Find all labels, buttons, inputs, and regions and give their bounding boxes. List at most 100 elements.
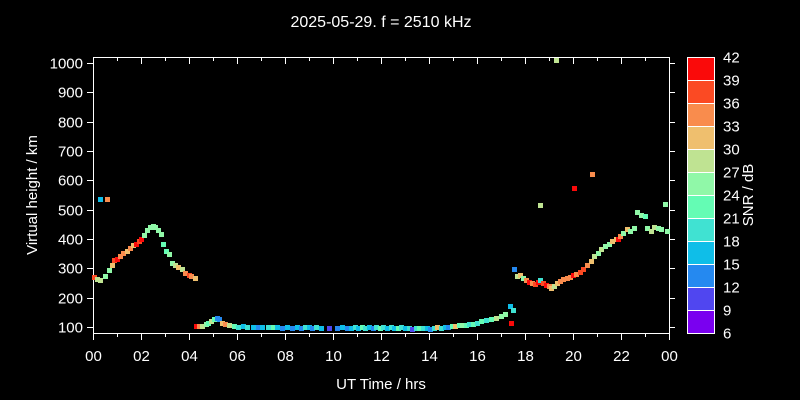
data-point bbox=[639, 213, 644, 218]
y-axis-tick-label: 900 bbox=[58, 85, 83, 102]
x-axis-tick-label: 18 bbox=[517, 348, 534, 365]
data-point bbox=[392, 326, 397, 331]
data-point bbox=[256, 325, 261, 330]
colorbar-tick-label: 21 bbox=[723, 211, 740, 228]
data-point bbox=[571, 273, 576, 278]
data-point bbox=[403, 326, 408, 331]
data-point bbox=[616, 237, 621, 242]
data-point bbox=[475, 321, 480, 326]
y-axis-tick-label: 1000 bbox=[50, 56, 83, 73]
data-point bbox=[578, 270, 583, 275]
data-point bbox=[105, 197, 110, 202]
data-point bbox=[314, 325, 319, 330]
data-point bbox=[421, 326, 426, 331]
data-point bbox=[307, 325, 312, 330]
x-axis-tick-label: 20 bbox=[565, 348, 582, 365]
data-point bbox=[484, 318, 489, 323]
data-point bbox=[512, 267, 517, 272]
data-point bbox=[156, 228, 161, 233]
data-point bbox=[194, 324, 199, 329]
x-axis-tick-label: 02 bbox=[133, 348, 150, 365]
x-axis-tick-label: 16 bbox=[469, 348, 486, 365]
data-point bbox=[596, 251, 601, 256]
y-axis-tick-label: 100 bbox=[58, 320, 83, 337]
y-axis-tick-label: 400 bbox=[58, 232, 83, 249]
x-axis-tick-label: 12 bbox=[373, 348, 390, 365]
data-point bbox=[625, 227, 630, 232]
data-point bbox=[428, 327, 433, 332]
data-point bbox=[275, 325, 280, 330]
data-point bbox=[173, 263, 178, 268]
data-point bbox=[206, 321, 211, 326]
data-point bbox=[134, 242, 139, 247]
y-axis-tick-label: 300 bbox=[58, 261, 83, 278]
data-point bbox=[285, 325, 290, 330]
data-point bbox=[236, 325, 241, 330]
data-point bbox=[176, 265, 181, 270]
data-point bbox=[508, 304, 513, 309]
data-point bbox=[414, 326, 419, 331]
colorbar-cell bbox=[687, 149, 714, 172]
data-point bbox=[558, 279, 563, 284]
data-point bbox=[621, 231, 626, 236]
data-point bbox=[303, 325, 308, 330]
data-point bbox=[618, 234, 623, 239]
data-point bbox=[467, 322, 472, 327]
data-point bbox=[610, 239, 615, 244]
data-point bbox=[189, 274, 194, 279]
colorbar-cell bbox=[687, 80, 714, 103]
data-point bbox=[549, 286, 554, 291]
data-point bbox=[554, 58, 559, 63]
data-point bbox=[378, 326, 383, 331]
data-point bbox=[385, 326, 390, 331]
data-point bbox=[356, 326, 361, 331]
data-point bbox=[280, 326, 285, 331]
data-point bbox=[494, 316, 499, 321]
data-point bbox=[659, 227, 664, 232]
data-point bbox=[139, 237, 144, 242]
colorbar-tick-label: 36 bbox=[723, 96, 740, 113]
plot-generated-content: 00 02 04 06 08 10 12 14 16 18 20 22 0010020030040050… bbox=[50, 50, 740, 366]
data-point bbox=[345, 326, 350, 331]
data-point bbox=[527, 280, 532, 285]
data-point bbox=[217, 317, 222, 322]
data-point bbox=[227, 323, 232, 328]
data-point bbox=[572, 186, 577, 191]
data-point bbox=[565, 276, 570, 281]
data-point bbox=[425, 326, 430, 331]
data-point bbox=[509, 321, 514, 326]
data-point bbox=[164, 249, 169, 254]
data-point bbox=[643, 214, 648, 219]
colorbar-cell bbox=[687, 310, 714, 333]
data-point bbox=[561, 277, 566, 282]
data-point bbox=[533, 282, 538, 287]
colorbar-cell bbox=[687, 195, 714, 218]
data-point bbox=[95, 277, 100, 282]
data-point bbox=[589, 259, 594, 264]
data-point bbox=[367, 325, 372, 330]
data-point bbox=[524, 278, 529, 283]
data-point bbox=[290, 326, 295, 331]
data-point bbox=[460, 323, 465, 328]
data-point bbox=[399, 325, 404, 330]
data-point bbox=[599, 247, 604, 252]
colorbar-tick-label: 33 bbox=[723, 119, 740, 136]
data-point bbox=[541, 281, 546, 286]
colorbar-cell bbox=[687, 241, 714, 264]
chart-title: 2025-05-29. f = 2510 kHz bbox=[290, 14, 471, 31]
data-point bbox=[266, 325, 271, 330]
data-point bbox=[603, 244, 608, 249]
data-point bbox=[363, 326, 368, 331]
data-point bbox=[585, 263, 590, 268]
data-point bbox=[299, 326, 304, 331]
colorbar-tick-label: 15 bbox=[723, 257, 740, 274]
data-point bbox=[518, 273, 523, 278]
data-point bbox=[665, 229, 670, 234]
colorbar-cell bbox=[687, 126, 714, 149]
data-point bbox=[183, 271, 188, 276]
x-axis-tick-label: 08 bbox=[277, 348, 294, 365]
data-point bbox=[115, 257, 120, 262]
data-point bbox=[92, 275, 97, 280]
data-point bbox=[241, 324, 246, 329]
